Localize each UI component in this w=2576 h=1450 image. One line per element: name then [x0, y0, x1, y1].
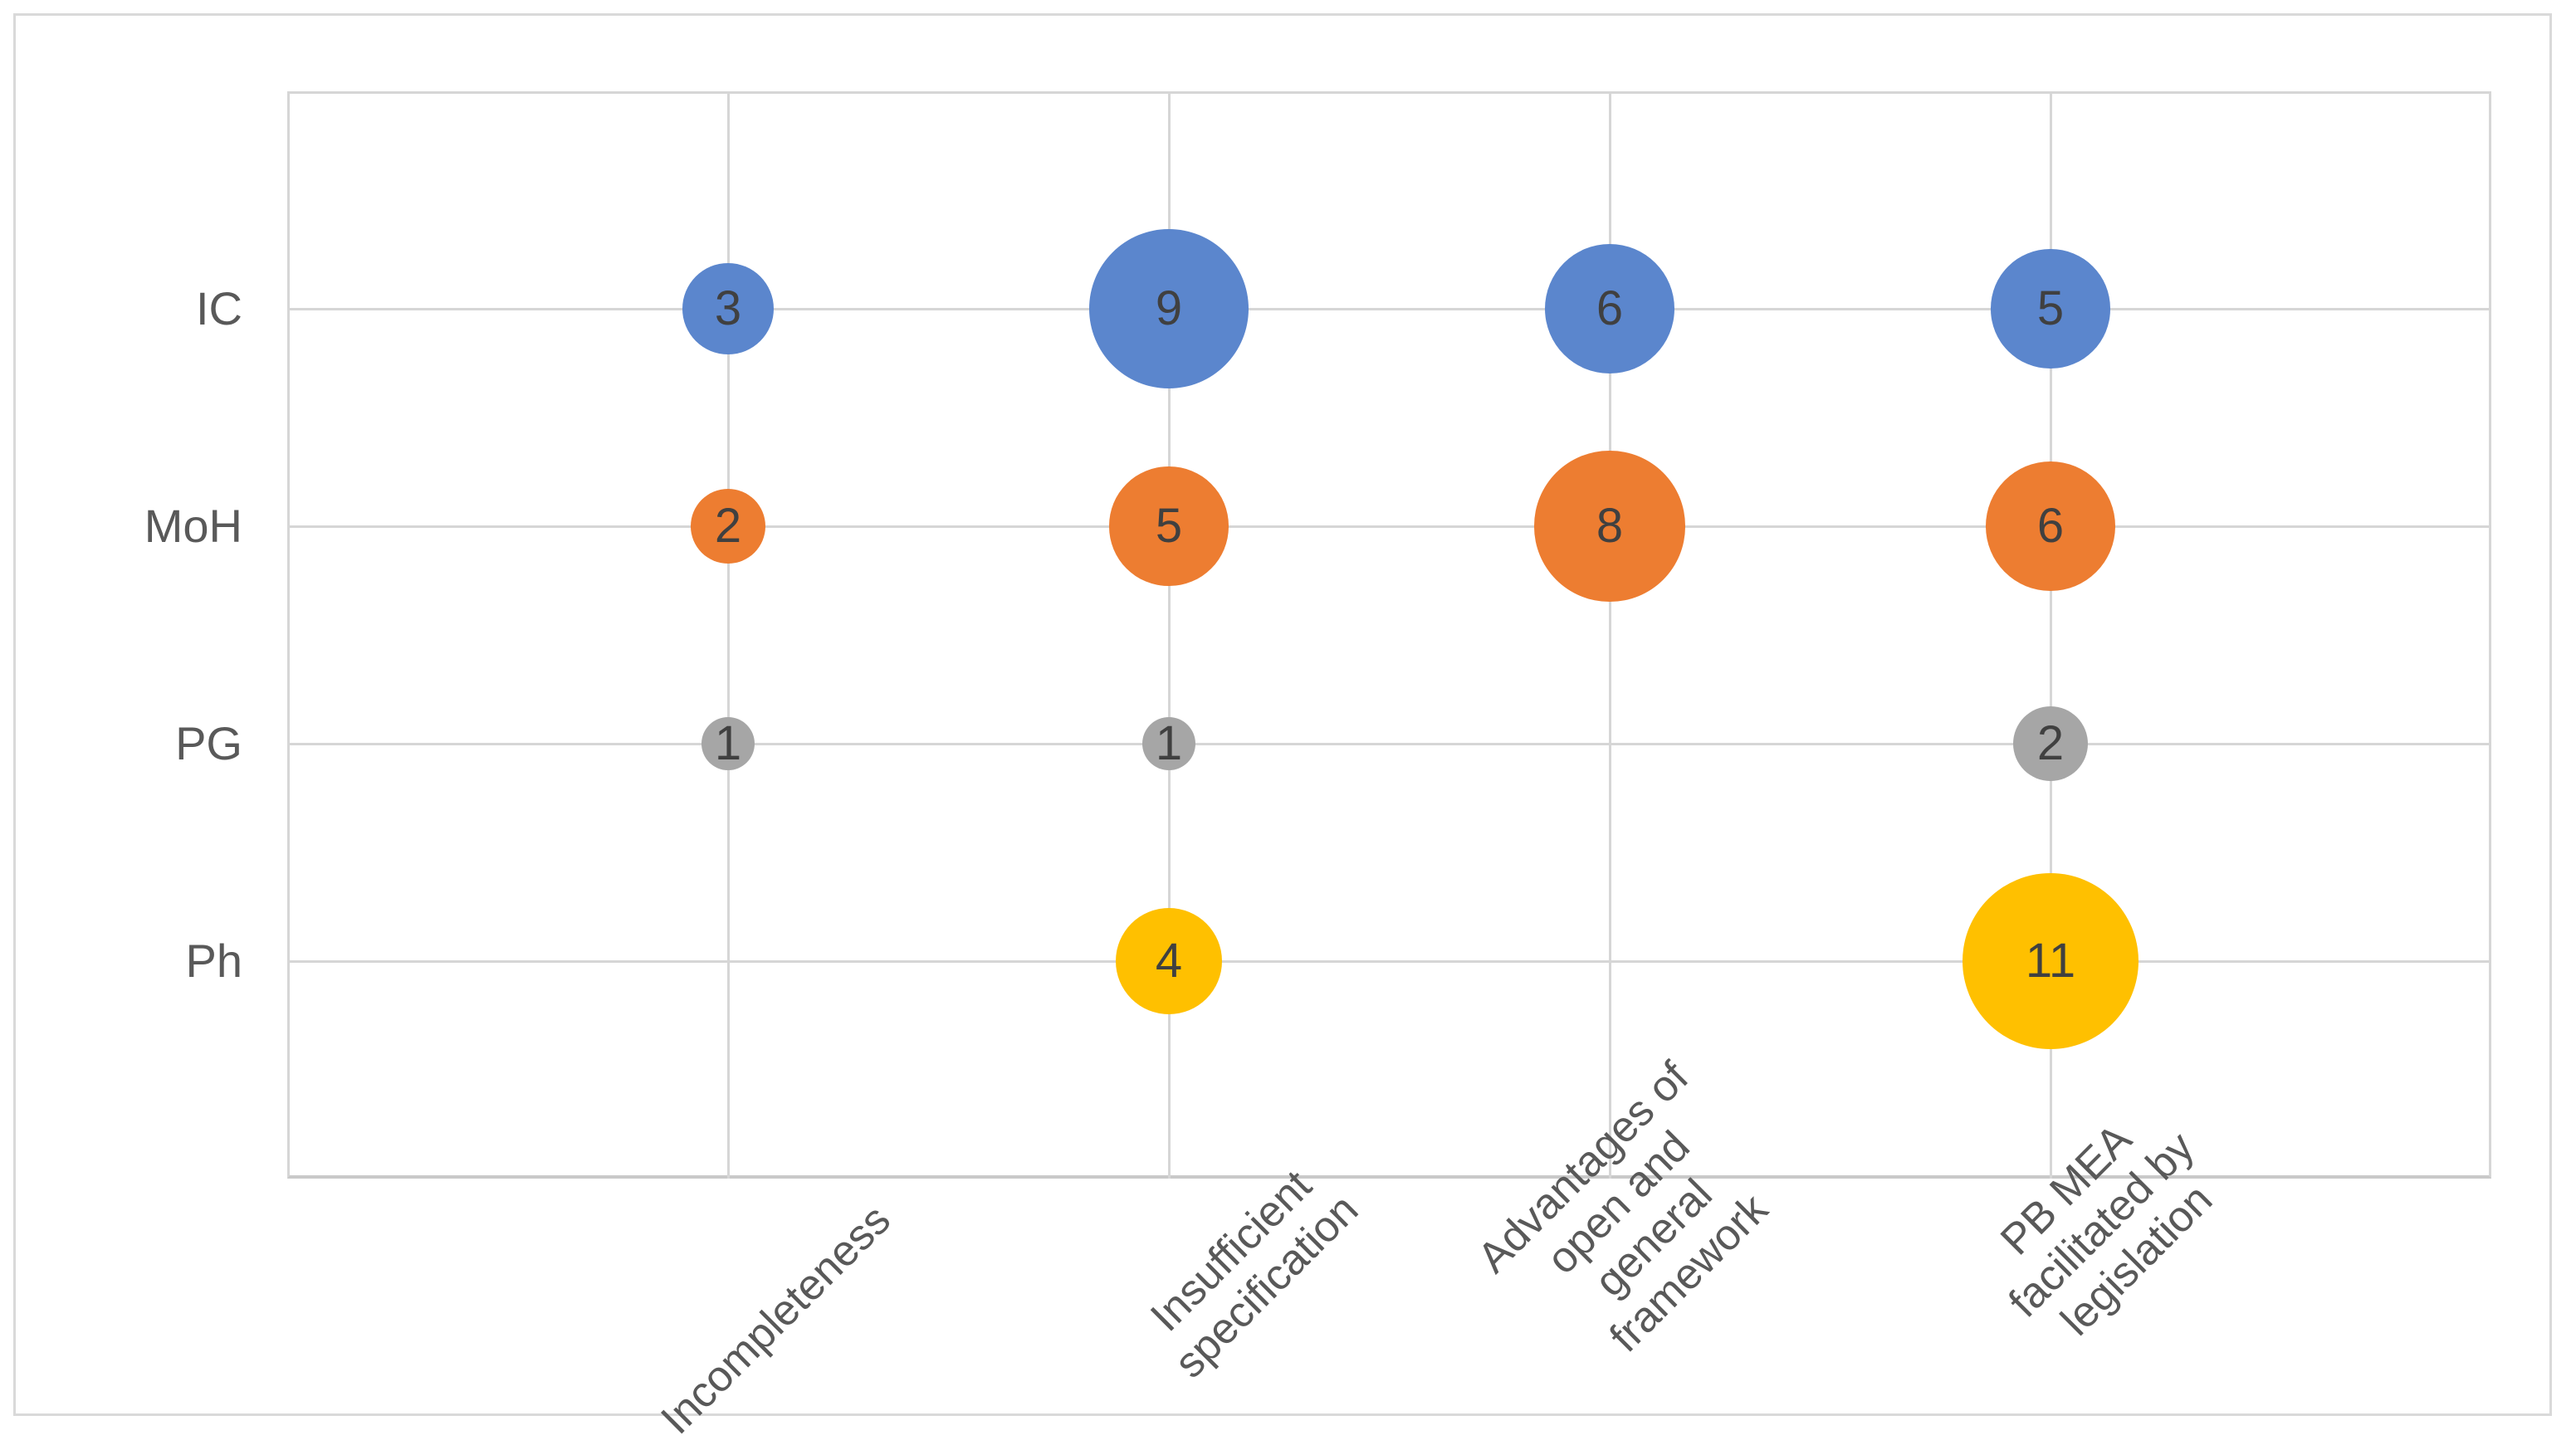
bubble: 11 — [1962, 872, 2139, 1050]
bubble-value-label: 2 — [2036, 715, 2065, 770]
bubble-value-label: 1 — [1155, 716, 1183, 770]
y-axis-label: MoH — [144, 500, 242, 552]
bubble: 8 — [1534, 451, 1685, 602]
v-gridline — [1609, 91, 1611, 1179]
bubble: 9 — [1089, 229, 1249, 388]
h-gridline — [287, 960, 2491, 963]
plot-area — [287, 91, 2491, 1179]
bubble-value-label: 9 — [1155, 281, 1183, 335]
bubble-value-label: 3 — [714, 281, 742, 335]
y-axis-label: PG — [175, 717, 242, 769]
bubble: 5 — [1109, 466, 1229, 586]
bubble: 2 — [2012, 705, 2089, 782]
bubble: 6 — [1544, 243, 1675, 374]
bubble-value-label: 6 — [1596, 281, 1624, 335]
bubble: 2 — [690, 488, 766, 564]
bubble-value-label: 1 — [714, 716, 742, 770]
bubble: 1 — [701, 717, 755, 770]
h-gridline — [287, 743, 2491, 745]
bubble-value-label: 11 — [2025, 933, 2076, 988]
h-gridline — [287, 308, 2491, 310]
v-gridline — [1168, 91, 1171, 1179]
y-axis-label: IC — [196, 282, 242, 334]
v-gridline — [727, 91, 730, 1179]
bubble: 6 — [1985, 461, 2116, 592]
bubble: 5 — [1991, 249, 2110, 369]
v-gridline — [2050, 91, 2052, 1179]
bubble: 1 — [1142, 717, 1195, 770]
h-gridline — [287, 525, 2491, 528]
bubble-value-label: 5 — [2036, 281, 2065, 335]
bubble-value-label: 5 — [1155, 498, 1183, 553]
bubble-value-label: 2 — [714, 498, 742, 553]
bubble-value-label: 4 — [1155, 934, 1183, 988]
bubble: 4 — [1116, 908, 1222, 1014]
y-axis-label: Ph — [185, 935, 243, 987]
bubble-value-label: 8 — [1596, 498, 1624, 553]
bubble: 3 — [682, 262, 775, 355]
bubble-value-label: 6 — [2036, 498, 2065, 553]
